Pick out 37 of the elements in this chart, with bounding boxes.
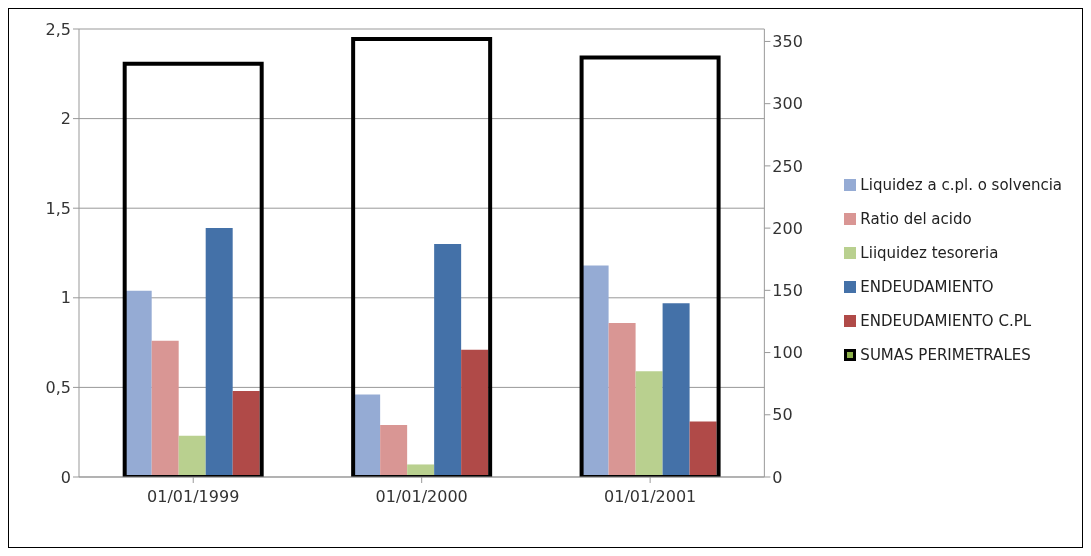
bar: [380, 425, 408, 477]
y2-tick-label: 350: [772, 32, 803, 52]
bar: [581, 265, 609, 477]
y2-tick-label: 300: [772, 94, 803, 114]
bar: [124, 290, 152, 477]
bar: [151, 340, 179, 477]
bar: [178, 435, 206, 477]
y2-tick-label: 0: [772, 467, 783, 487]
bar: [353, 394, 381, 477]
legend-label: Ratio del acido: [860, 210, 972, 228]
y2-tick-label: 150: [772, 281, 803, 301]
y-tick-label: 0: [60, 467, 71, 487]
legend-label: Liquidez a c.pl. o solvencia: [860, 176, 1062, 194]
bar: [689, 421, 717, 477]
y2-tick-label: 200: [772, 218, 803, 238]
y-tick-label: 2: [60, 109, 71, 129]
x-tick-label: 01/01/2000: [375, 487, 468, 507]
y-tick-label: 1: [60, 288, 71, 308]
bar: [662, 303, 690, 477]
bar: [461, 349, 489, 477]
y2-tick-label: 50: [772, 405, 793, 425]
x-tick-label: 01/01/1999: [147, 487, 240, 507]
bar: [232, 390, 260, 477]
y-tick-label: 1,5: [45, 198, 71, 218]
y2-tick-label: 250: [772, 156, 803, 176]
legend-label: SUMAS PERIMETRALES: [860, 346, 1031, 364]
bar: [205, 227, 233, 477]
legend-label: ENDEUDAMIENTO: [860, 278, 994, 296]
legend-label: ENDEUDAMIENTO C.PL: [860, 312, 1032, 330]
bar: [608, 322, 636, 477]
x-tick-label: 01/01/2001: [604, 487, 697, 507]
y2-tick-label: 100: [772, 343, 803, 363]
y-tick-label: 2,5: [45, 19, 71, 39]
y-tick-label: 0,5: [45, 378, 71, 398]
legend-label: Liiquidez tesoreria: [860, 244, 999, 262]
bar: [434, 244, 462, 477]
bar: [635, 371, 663, 477]
